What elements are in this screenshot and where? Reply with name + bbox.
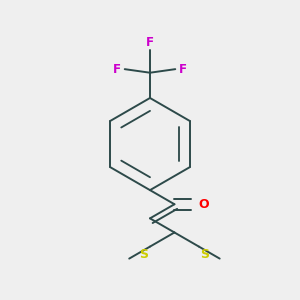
Text: O: O (198, 198, 209, 211)
Text: F: F (113, 63, 121, 76)
Text: F: F (179, 63, 187, 76)
Text: S: S (140, 248, 148, 261)
Text: S: S (200, 248, 209, 261)
Text: F: F (146, 36, 154, 49)
